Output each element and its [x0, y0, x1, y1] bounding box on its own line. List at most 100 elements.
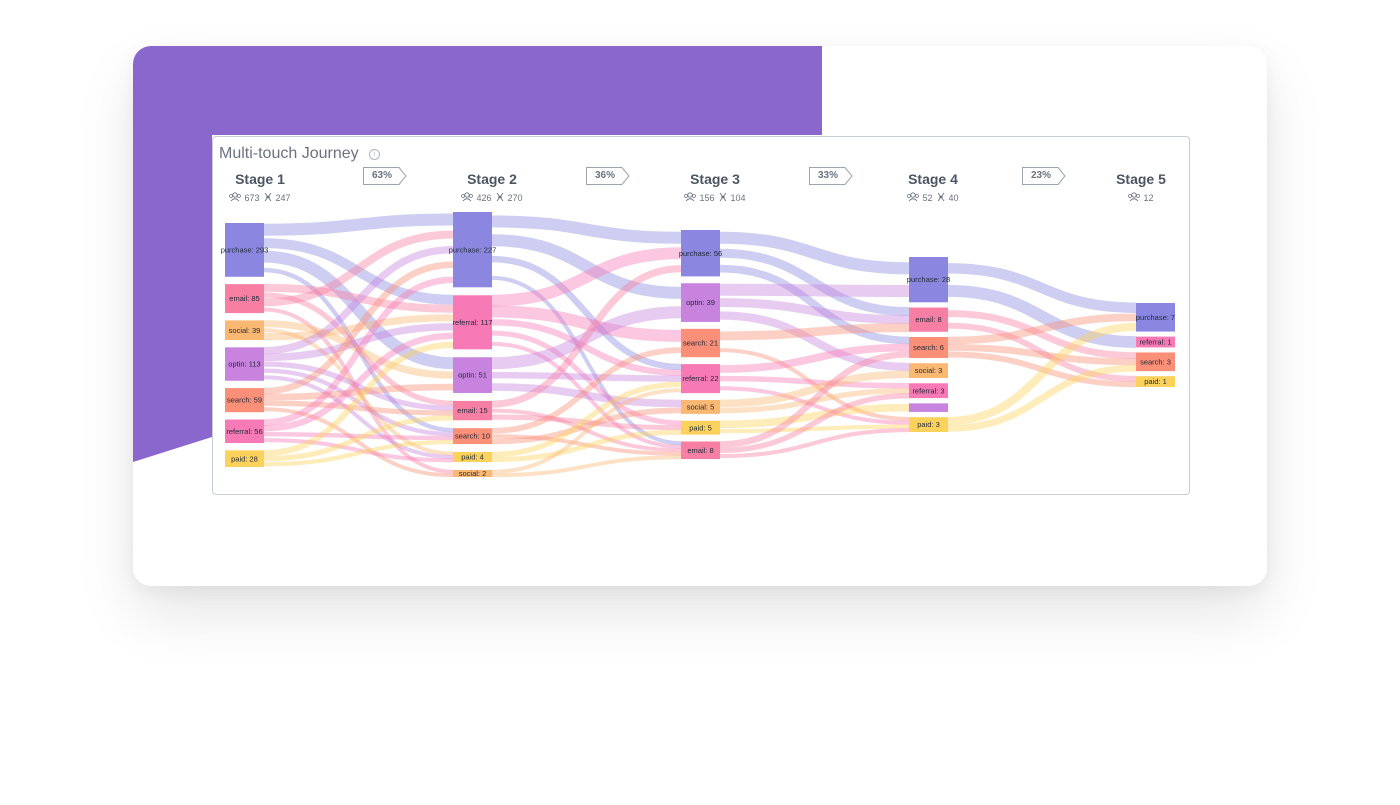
node-s1-paid[interactable]	[225, 450, 264, 467]
flow-link[interactable]	[263, 368, 454, 437]
flow-link[interactable]	[719, 343, 910, 373]
node-s3-social[interactable]	[681, 400, 720, 414]
node-s4-referral[interactable]	[909, 383, 948, 399]
flow-link[interactable]	[491, 275, 682, 446]
flow-link[interactable]	[947, 322, 1137, 382]
node-s5-search[interactable]	[1136, 352, 1175, 372]
node-s1-referral[interactable]	[225, 419, 264, 444]
flow-link[interactable]	[263, 383, 454, 401]
flow-link[interactable]	[719, 403, 910, 429]
flow-link[interactable]	[719, 348, 910, 422]
node-s2-social[interactable]	[453, 469, 492, 477]
flow-link[interactable]	[719, 386, 910, 425]
node-s3-referral[interactable]	[681, 364, 720, 394]
flow-link[interactable]	[719, 424, 910, 434]
flow-link[interactable]	[263, 230, 454, 307]
flow-link[interactable]	[263, 283, 454, 313]
node-s3-email[interactable]	[681, 441, 720, 459]
node-s4-social[interactable]	[909, 363, 948, 379]
flow-link[interactable]	[719, 370, 910, 408]
flow-link[interactable]	[947, 344, 1137, 366]
node-s1-social[interactable]	[225, 320, 264, 341]
node-s3-paid[interactable]	[681, 420, 720, 435]
node-s2-referral[interactable]	[453, 295, 492, 350]
flow-link[interactable]	[491, 388, 682, 474]
flow-link[interactable]	[491, 319, 682, 376]
node-s4-paid[interactable]	[909, 417, 948, 432]
flow-link[interactable]	[263, 332, 454, 432]
node-s3-purchase[interactable]	[681, 230, 720, 277]
node-s2-email[interactable]	[453, 400, 492, 421]
flow-link[interactable]	[263, 375, 454, 459]
flow-link[interactable]	[491, 306, 682, 370]
flow-link[interactable]	[719, 387, 910, 414]
flow-link[interactable]	[719, 311, 910, 371]
flow-link[interactable]	[491, 434, 682, 456]
flow-link[interactable]	[263, 307, 454, 474]
flow-link[interactable]	[947, 263, 1137, 314]
node-s5-paid[interactable]	[1136, 376, 1175, 387]
flow-link[interactable]	[719, 264, 910, 345]
flow-link[interactable]	[491, 407, 682, 445]
flow-link[interactable]	[947, 285, 1137, 348]
flow-link[interactable]	[947, 313, 1137, 345]
flow-link[interactable]	[263, 276, 454, 426]
flow-link[interactable]	[263, 320, 454, 379]
node-s1-email[interactable]	[225, 284, 264, 314]
flow-link[interactable]	[947, 364, 1137, 432]
node-s1-purchase[interactable]	[225, 223, 264, 277]
flow-link[interactable]	[263, 415, 454, 462]
flow-link[interactable]	[263, 213, 454, 236]
node-s1-search[interactable]	[225, 388, 264, 413]
node-s2-search[interactable]	[453, 428, 492, 445]
node-s4-optin[interactable]	[909, 403, 948, 412]
flow-link[interactable]	[263, 328, 454, 456]
flow-link[interactable]	[491, 408, 682, 453]
flow-link[interactable]	[719, 323, 910, 341]
flow-link[interactable]	[263, 361, 454, 411]
flow-link[interactable]	[719, 231, 910, 275]
flow-link[interactable]	[491, 305, 682, 342]
flow-link[interactable]	[491, 371, 682, 382]
flow-link[interactable]	[491, 347, 682, 434]
flow-link[interactable]	[719, 351, 910, 448]
flow-link[interactable]	[947, 351, 1137, 388]
flow-link[interactable]	[491, 330, 682, 426]
node-s4-purchase[interactable]	[909, 257, 948, 303]
flow-link[interactable]	[263, 407, 454, 478]
node-s5-purchase[interactable]	[1136, 303, 1175, 332]
flow-link[interactable]	[263, 438, 454, 463]
node-s1-optin[interactable]	[225, 347, 264, 381]
flow-link[interactable]	[491, 455, 682, 478]
flow-link[interactable]	[719, 283, 910, 297]
flow-link[interactable]	[263, 341, 454, 457]
flow-link[interactable]	[491, 255, 682, 371]
flow-link[interactable]	[719, 248, 910, 317]
flow-link[interactable]	[491, 429, 682, 463]
flow-link[interactable]	[719, 428, 910, 459]
node-s3-search[interactable]	[681, 328, 720, 358]
flow-link[interactable]	[263, 323, 454, 362]
flow-link[interactable]	[719, 375, 910, 389]
flow-link[interactable]	[263, 439, 454, 467]
node-s4-search[interactable]	[909, 337, 948, 358]
flow-link[interactable]	[263, 261, 454, 395]
flow-link[interactable]	[491, 215, 682, 244]
flow-link[interactable]	[491, 414, 682, 431]
flow-link[interactable]	[719, 298, 910, 325]
flow-link[interactable]	[263, 267, 454, 433]
flow-link[interactable]	[491, 247, 682, 307]
flow-link[interactable]	[491, 234, 682, 299]
flow-link[interactable]	[263, 238, 454, 305]
flow-link[interactable]	[491, 381, 682, 458]
flow-link[interactable]	[263, 400, 454, 416]
flow-link[interactable]	[263, 432, 454, 441]
flow-link[interactable]	[719, 392, 910, 453]
flow-link[interactable]	[263, 245, 454, 355]
node-s2-paid[interactable]	[453, 451, 492, 462]
flow-link[interactable]	[947, 310, 1137, 360]
flow-link[interactable]	[263, 292, 454, 407]
flow-link[interactable]	[491, 265, 682, 408]
flow-link[interactable]	[263, 250, 454, 370]
node-s2-purchase[interactable]	[453, 212, 492, 288]
